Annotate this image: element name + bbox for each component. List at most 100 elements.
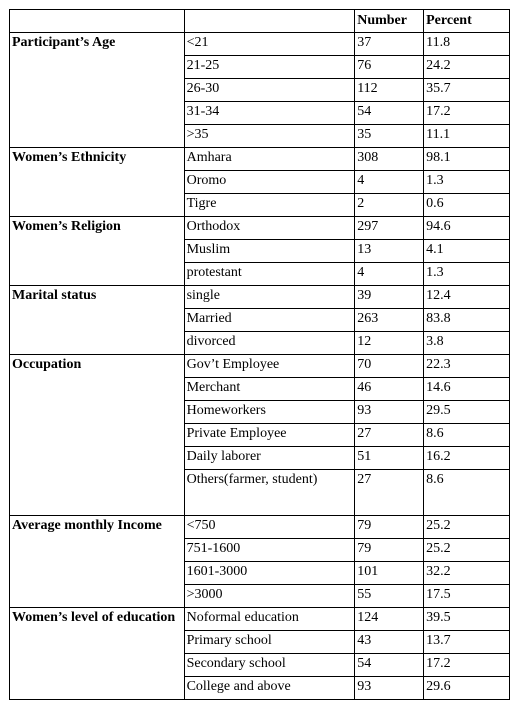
category-cell: Others(farmer, student) <box>183 469 356 516</box>
category-cell: Noformal education <box>183 607 356 631</box>
number-cell: 4 <box>354 170 425 194</box>
percent-cell: 17.5 <box>423 584 510 608</box>
group-label: Occupation <box>9 354 185 516</box>
category-cell: single <box>183 285 356 309</box>
category-cell: 751-1600 <box>183 538 356 562</box>
table-row: Participant’s Age <21 37 11.8 <box>9 32 510 148</box>
number-cell: 101 <box>354 561 425 585</box>
category-cell: Muslim <box>183 239 356 263</box>
number-cell: 93 <box>354 676 425 700</box>
table-row: >35 35 11.1 <box>10 124 510 148</box>
number-cell: 112 <box>354 78 425 102</box>
percent-cell: 25.2 <box>423 515 510 539</box>
percent-cell: 0.6 <box>423 193 510 217</box>
category-cell: >3000 <box>183 584 356 608</box>
number-cell: 54 <box>354 653 425 677</box>
category-cell: Merchant <box>183 377 356 401</box>
number-cell: 27 <box>354 469 425 516</box>
percent-cell: 1.3 <box>423 262 510 286</box>
number-cell: 4 <box>354 262 425 286</box>
number-cell: 27 <box>354 423 425 447</box>
number-cell: 79 <box>354 538 425 562</box>
number-cell: 51 <box>354 446 425 470</box>
table-row: protestant 4 1.3 <box>10 262 510 286</box>
percent-cell: 29.6 <box>423 676 510 700</box>
table-row: 1601-3000 101 32.2 <box>10 561 510 585</box>
table-row: 26-30 112 35.7 <box>10 78 510 102</box>
percent-cell: 32.2 <box>423 561 510 585</box>
category-cell: <750 <box>183 515 356 539</box>
table-row: Merchant 46 14.6 <box>10 377 510 401</box>
header-cell: Percent <box>423 9 510 33</box>
header-row: Number Percent <box>9 9 510 33</box>
table-body: Participant’s Age <21 37 11.8 21-25 76 24.2 26-… <box>9 32 510 700</box>
table-row: Tigre 2 0.6 <box>10 193 510 217</box>
category-cell: Amhara <box>183 147 356 171</box>
percent-cell: 24.2 <box>423 55 510 79</box>
category-cell: Orthodox <box>183 216 356 240</box>
percent-cell: 8.6 <box>423 423 510 447</box>
percent-cell: 17.2 <box>423 653 510 677</box>
percent-cell: 98.1 <box>423 147 510 171</box>
category-cell: Daily laborer <box>183 446 356 470</box>
table-row: Secondary school 54 17.2 <box>10 653 510 677</box>
number-cell: 79 <box>354 515 425 539</box>
header-empty <box>183 9 356 33</box>
percent-cell: 8.6 <box>423 469 510 516</box>
percent-cell: 11.1 <box>423 124 510 148</box>
table-row: Occupation Gov’t Employee 70 22.3 <box>9 354 510 516</box>
table-row: Daily laborer 51 16.2 <box>10 446 510 470</box>
group-label: Women’s level of education <box>9 607 185 700</box>
percent-cell: 25.2 <box>423 538 510 562</box>
percent-cell: 3.8 <box>423 331 510 355</box>
category-cell: <21 <box>183 32 356 56</box>
category-cell: Homeworkers <box>183 400 356 424</box>
percent-cell: 17.2 <box>423 101 510 125</box>
table-row: Women’s Ethnicity Amhara 308 98.1 <box>9 147 510 217</box>
percent-cell: 16.2 <box>423 446 510 470</box>
percent-cell: 12.4 <box>423 285 510 309</box>
data-table: Number Percent Participant’s Age <21 37 11.… <box>9 9 510 700</box>
table-row: Others(farmer, student) 27 8.6 <box>10 469 510 516</box>
number-cell: 297 <box>354 216 425 240</box>
category-cell: Private Employee <box>183 423 356 447</box>
category-cell: Secondary school <box>183 653 356 677</box>
group-label: Average monthly Income <box>9 515 185 608</box>
category-cell: 1601-3000 <box>183 561 356 585</box>
table-row: 21-25 76 24.2 <box>10 55 510 79</box>
percent-cell: 4.1 <box>423 239 510 263</box>
table-row: >3000 55 17.5 <box>10 584 510 608</box>
percent-cell: 13.7 <box>423 630 510 654</box>
percent-cell: 29.5 <box>423 400 510 424</box>
category-cell: 31-34 <box>183 101 356 125</box>
category-cell: Primary school <box>183 630 356 654</box>
category-cell: divorced <box>183 331 356 355</box>
group-label: Participant’s Age <box>9 32 185 148</box>
number-cell: 54 <box>354 101 425 125</box>
number-cell: 76 <box>354 55 425 79</box>
group-label: Marital status <box>9 285 185 355</box>
number-cell: 37 <box>354 32 425 56</box>
number-cell: 2 <box>354 193 425 217</box>
category-cell: Married <box>183 308 356 332</box>
percent-cell: 11.8 <box>423 32 510 56</box>
number-cell: 13 <box>354 239 425 263</box>
table-row: Average monthly Income <750 79 25.2 <box>9 515 510 608</box>
category-cell: 21-25 <box>183 55 356 79</box>
table-row: Primary school 43 13.7 <box>10 630 510 654</box>
table-row: Homeworkers 93 29.5 <box>10 400 510 424</box>
header-cell: Number <box>354 9 425 33</box>
table-row: Muslim 13 4.1 <box>10 239 510 263</box>
number-cell: 55 <box>354 584 425 608</box>
table-row: 31-34 54 17.2 <box>10 101 510 125</box>
table-row: Marital status single 39 12.4 <box>9 285 510 355</box>
category-cell: Oromo <box>183 170 356 194</box>
number-cell: 39 <box>354 285 425 309</box>
category-cell: Gov’t Employee <box>183 354 356 378</box>
number-cell: 43 <box>354 630 425 654</box>
percent-cell: 14.6 <box>423 377 510 401</box>
category-cell: protestant <box>183 262 356 286</box>
group-label: Women’s Ethnicity <box>9 147 185 217</box>
table-row: College and above 93 29.6 <box>10 676 510 700</box>
